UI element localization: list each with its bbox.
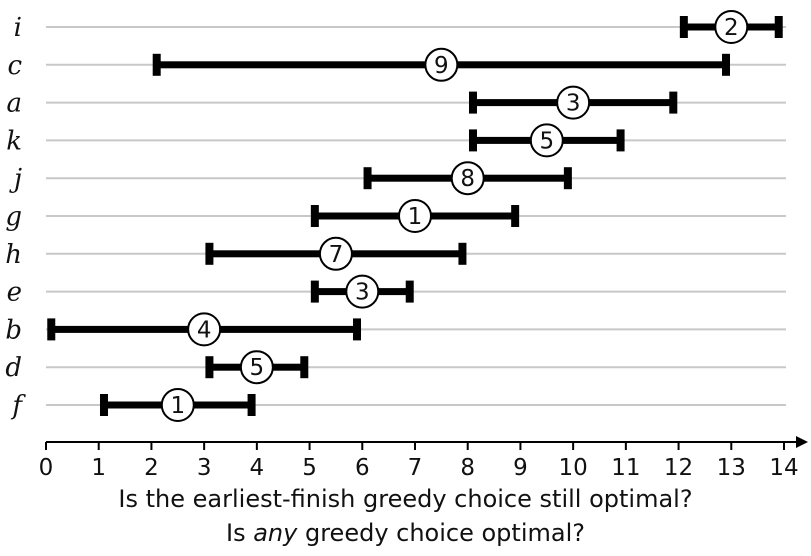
interval-end-cap [774, 16, 783, 38]
weight-label: 3 [566, 91, 581, 117]
tick-label: 12 [664, 455, 693, 480]
tick-label: 4 [250, 455, 265, 480]
row-label-e: e [7, 278, 22, 308]
weight-circle [187, 312, 222, 347]
row-label-c: c [7, 51, 22, 81]
tick-label: 10 [559, 455, 588, 480]
interval-start-cap [679, 16, 688, 38]
interval-end-cap [616, 129, 625, 152]
interval-f: 1 [99, 388, 256, 422]
weight-circle [714, 10, 749, 44]
interval-a: 3 [468, 85, 678, 120]
weight-label: 5 [539, 128, 554, 154]
weight-circle [239, 350, 274, 385]
interval-end-cap [300, 356, 309, 379]
weight-circle [318, 236, 353, 271]
caption-line-2: Is any greedy choice optimal? [0, 519, 811, 547]
row-label-f: f [10, 391, 26, 421]
interval-start-cap [363, 167, 372, 190]
caption-line-2-emphasis: any [253, 519, 298, 547]
caption-line-2-suffix: greedy choice optimal? [297, 519, 585, 547]
interval-end-cap [722, 53, 731, 76]
interval-start-cap [310, 280, 319, 303]
row-label-h: h [5, 240, 22, 270]
interval-end-cap [458, 242, 467, 265]
row-label-j: j [9, 164, 22, 194]
axis-arrowhead [796, 436, 808, 448]
interval-c: 9 [152, 47, 731, 82]
tick-label: 6 [355, 455, 370, 480]
interval-h: 7 [205, 236, 467, 271]
interval-j: 8 [363, 161, 572, 196]
interval-end-cap [669, 91, 678, 114]
weight-label: 1 [408, 204, 423, 230]
caption-line-1: Is the earliest-finish greedy choice sti… [118, 485, 693, 513]
interval-end-cap [405, 280, 414, 303]
interval-start-cap [205, 356, 214, 379]
interval-start-cap [205, 242, 214, 265]
weight-label: 2 [724, 15, 739, 41]
interval-k: 5 [468, 123, 625, 158]
weight-circle [160, 388, 195, 422]
tick-label: 13 [717, 455, 746, 480]
tick-label: 8 [460, 455, 475, 480]
tick-label: 3 [197, 455, 212, 480]
weight-label: 8 [460, 166, 475, 192]
interval-end-cap [511, 205, 520, 227]
row-label-k: k [6, 126, 22, 156]
interval-e: 3 [310, 274, 414, 309]
row-label-d: d [5, 353, 22, 383]
interval-start-cap [47, 318, 56, 341]
tick-label: 0 [39, 455, 54, 480]
weight-label: 1 [170, 393, 185, 419]
interval-end-cap [353, 318, 362, 341]
tick-label: 2 [144, 455, 159, 480]
weight-label: 7 [329, 242, 344, 268]
caption-line-2-prefix: Is [226, 519, 254, 547]
interval-i: 2 [679, 10, 783, 44]
interval-b: 4 [47, 312, 362, 347]
weight-circle [424, 47, 459, 82]
interval-end-cap [247, 394, 256, 416]
tick-label: 14 [769, 455, 798, 480]
interval-start-cap [468, 129, 477, 152]
interval-start-cap [468, 91, 477, 114]
weight-circle [556, 85, 591, 120]
interval-g: 1 [310, 199, 520, 233]
weight-label: 5 [250, 355, 265, 381]
weight-label: 3 [355, 280, 370, 306]
row-label-a: a [6, 89, 22, 119]
weight-circle [398, 199, 432, 233]
interval-end-cap [563, 167, 572, 190]
tick-label: 7 [408, 455, 423, 480]
interval-start-cap [99, 394, 108, 416]
x-axis: 0 1 2 3 4 5 6 7 8 9 10 11 12 13 14 [39, 436, 808, 480]
interval-start-cap [310, 205, 319, 227]
row-label-g: g [5, 202, 22, 232]
interval-d: 5 [205, 350, 309, 385]
weight-label: 4 [197, 317, 212, 343]
tick-label: 9 [513, 455, 528, 480]
tick-label: 11 [611, 455, 640, 480]
weight-label: 9 [434, 53, 449, 79]
tick-label: 5 [302, 455, 317, 480]
weight-circle [529, 123, 564, 158]
weight-circle [450, 161, 485, 196]
weight-circle [345, 274, 380, 309]
row-label-b: b [5, 315, 22, 345]
interval-start-cap [152, 53, 161, 76]
tick-label: 1 [91, 455, 106, 480]
row-label-i: i [14, 13, 22, 43]
